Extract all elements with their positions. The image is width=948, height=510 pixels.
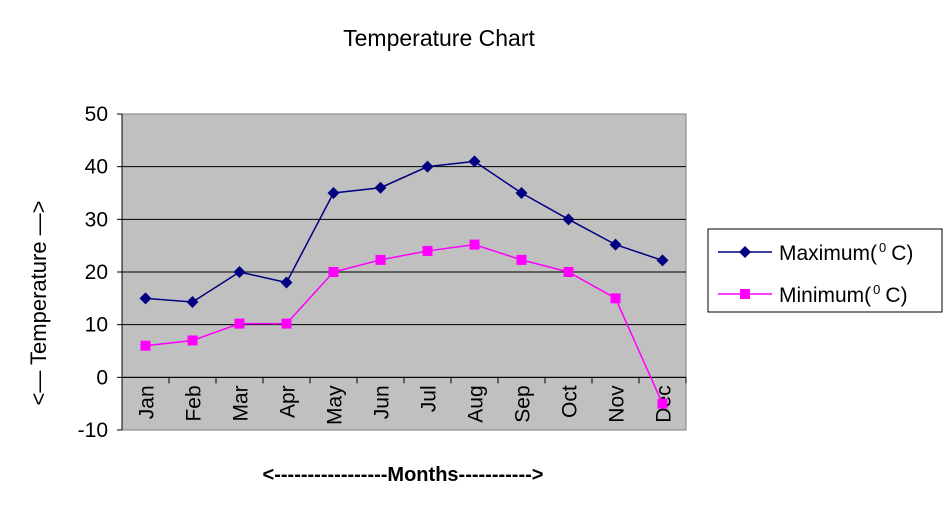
data-point: [328, 267, 339, 277]
y-tick-label: 10: [85, 314, 108, 337]
x-tick-label: Jun: [371, 385, 394, 419]
data-point: [234, 318, 245, 329]
data-point: [656, 254, 669, 267]
axes: [117, 113, 687, 431]
x-axis-label: <-----------------Months----------->: [263, 464, 544, 486]
data-point: [187, 335, 198, 346]
y-tick-label: 40: [85, 156, 108, 179]
x-tick-label: Jul: [418, 385, 441, 412]
legend: Maximum(0 C) Minimum(0 C): [707, 228, 943, 313]
legend-item: Maximum(0 C): [718, 240, 913, 265]
data-point: [563, 267, 574, 277]
x-tick-label: Feb: [183, 385, 206, 421]
series-maximum: [139, 155, 669, 309]
y-axis-label: <— Temperature —>: [26, 200, 51, 405]
data-point: [609, 238, 622, 251]
y-tick-label: 20: [85, 261, 108, 284]
data-point: [281, 318, 292, 329]
legend-label: Maximum(0 C): [779, 240, 913, 265]
x-tick-label: May: [324, 385, 347, 425]
y-tick-label: 0: [96, 366, 108, 389]
y-tick-label: -10: [78, 419, 108, 442]
data-point: [657, 398, 668, 409]
legend-item: Minimum(0 C): [718, 282, 908, 307]
data-point: [140, 340, 151, 351]
legend-marker: [740, 289, 750, 299]
data-point: [468, 155, 481, 168]
data-point: [610, 293, 621, 304]
data-point: [139, 292, 152, 305]
y-tick-labels: 50 40 30 20 10 0 -10: [78, 103, 108, 442]
x-tick-label: Aug: [465, 385, 488, 422]
data-point: [422, 245, 433, 256]
data-point: [421, 160, 434, 173]
x-tick-label: Sep: [512, 385, 535, 422]
x-tick-label: Oct: [559, 385, 582, 418]
x-tick-label: Apr: [277, 385, 300, 418]
data-point: [186, 296, 199, 309]
data-point: [374, 181, 387, 194]
data-point: [469, 239, 480, 250]
chart-title: Temperature Chart: [343, 25, 535, 51]
x-tick-labels: JanFebMarAprMayJunJulAugSepOctNovDec: [136, 385, 676, 425]
y-tick-label: 50: [85, 103, 108, 126]
x-tick-label: Jan: [136, 385, 159, 419]
y-tick-label: 30: [85, 208, 108, 231]
data-point: [280, 276, 293, 289]
series-minimum: [140, 239, 668, 409]
data-point: [233, 266, 246, 278]
x-tick-label: Mar: [230, 385, 253, 421]
legend-label: Minimum(0 C): [779, 282, 908, 307]
data-point: [562, 213, 575, 226]
data-point: [516, 254, 527, 265]
data-point: [327, 187, 340, 199]
series-line: [145, 243, 664, 404]
data-point: [515, 187, 528, 199]
legend-marker: [739, 246, 751, 258]
series-line: [145, 160, 663, 303]
series-layer: [139, 155, 669, 409]
data-point: [375, 254, 386, 265]
x-tick-label: Nov: [606, 385, 629, 423]
